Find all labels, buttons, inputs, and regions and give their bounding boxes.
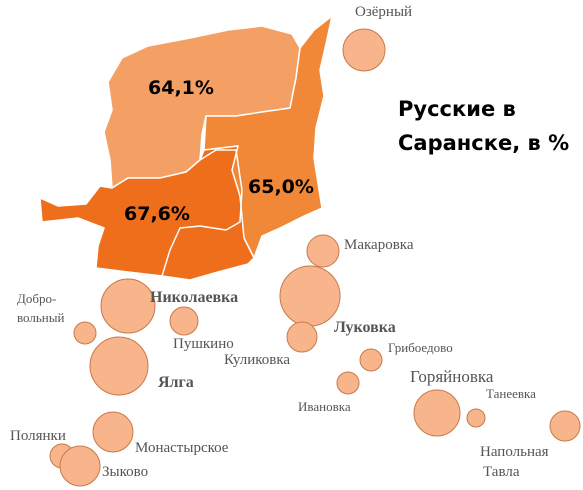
bubble-taneevka[interactable]	[466, 408, 486, 428]
settlement-bubbles	[49, 28, 581, 487]
bubble-ivanovka[interactable]	[336, 371, 360, 395]
label-napolnaya-tavla-1: Напольная	[480, 444, 549, 460]
label-taneevka: Танеевка	[486, 386, 536, 401]
district-east-label: 65,0%	[248, 176, 314, 198]
label-griboedovo: Грибоедово	[388, 340, 453, 355]
label-dobrovolny-1: Добро-	[17, 291, 56, 306]
district-southwest-label: 67,6%	[124, 203, 190, 225]
bubble-zykovo[interactable]	[59, 445, 101, 487]
bubble-dobrovolny[interactable]	[73, 321, 97, 345]
city-districts	[39, 15, 333, 281]
district-north[interactable]	[103, 25, 301, 189]
bubble-griboedovo[interactable]	[359, 348, 383, 372]
bubble-nikolaevka[interactable]	[100, 278, 156, 334]
bubble-pushkino[interactable]	[169, 306, 199, 336]
district-north-label: 64,1%	[148, 77, 214, 99]
label-makarovka: Макаровка	[344, 237, 414, 253]
label-kulikovka: Куликовка	[224, 352, 290, 368]
label-lukovka: Луковка	[334, 319, 396, 336]
title-line-2: Саранске, в %	[398, 131, 570, 155]
bubble-monastyrskoe[interactable]	[92, 411, 134, 453]
label-monastyrskoe: Монастырское	[135, 440, 229, 456]
label-nikolaevka: Николаевка	[150, 289, 238, 306]
bubble-makarovka[interactable]	[306, 234, 340, 268]
map-title: Русские в Саранске, в %	[398, 92, 578, 160]
label-dobrovolny-2: вольный	[17, 310, 64, 325]
label-ivanovka: Ивановка	[298, 399, 351, 414]
bubble-goryainovka[interactable]	[413, 389, 461, 437]
label-napolnaya-tavla-2: Тавла	[483, 464, 520, 480]
district-inner-boundary	[161, 149, 243, 277]
bubble-yalga[interactable]	[89, 336, 149, 396]
bubble-ozerny[interactable]	[342, 28, 386, 72]
district-southwest[interactable]	[39, 145, 255, 281]
label-zykovo: Зыково	[102, 464, 148, 480]
label-yalga: Ялга	[158, 374, 194, 391]
label-pushkino: Пушкино	[173, 336, 234, 352]
label-goryainovka: Горяйновка	[410, 367, 494, 386]
bubble-lukovka[interactable]	[279, 265, 341, 327]
title-line-1: Русские в	[398, 97, 516, 121]
label-ozerny: Озёрный	[355, 4, 412, 20]
label-polyanki: Полянки	[10, 428, 66, 444]
bubble-kulikovka[interactable]	[286, 321, 318, 353]
bubble-napolnaya-tavla[interactable]	[549, 410, 581, 442]
